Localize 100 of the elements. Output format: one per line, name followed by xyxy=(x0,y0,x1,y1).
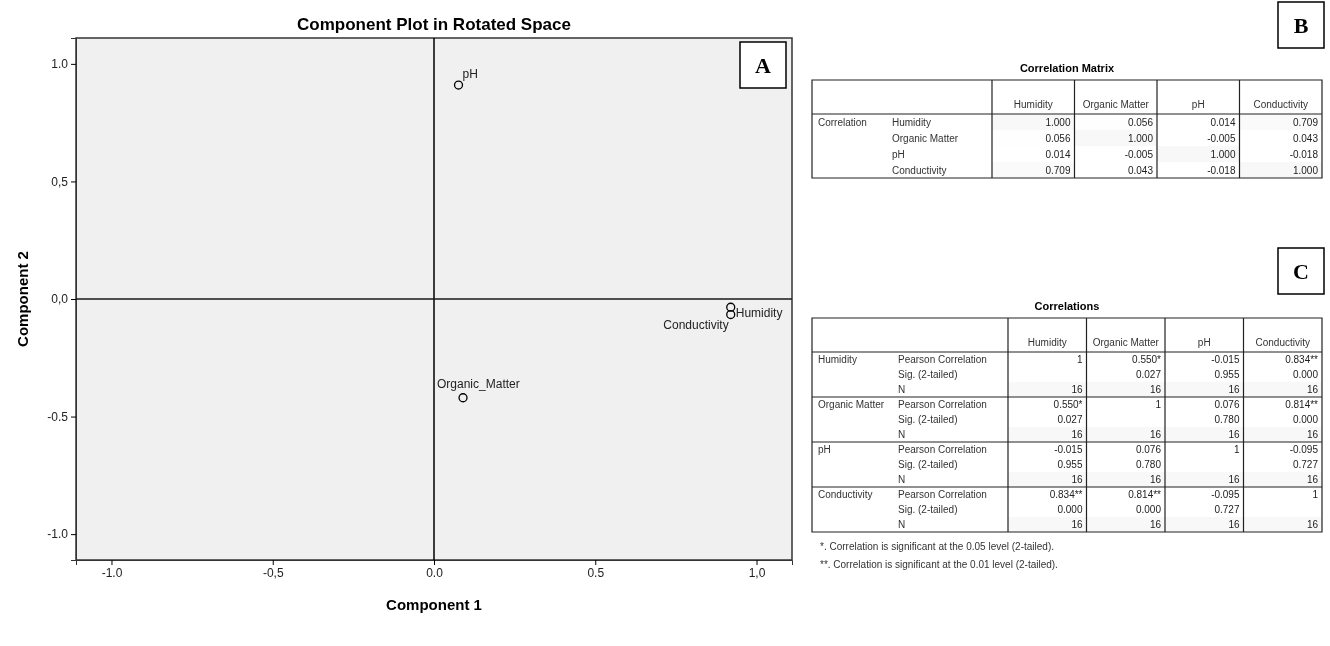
x-tick-label: pH xyxy=(1197,337,1211,348)
y2-tick-label: Organic Matter xyxy=(818,399,885,410)
data-label: 0.780 xyxy=(1214,414,1240,425)
x-tick-label: Organic Matter xyxy=(1082,99,1150,110)
data-label: -0.018 xyxy=(1289,149,1319,160)
y-tick-label: Humidity xyxy=(892,117,931,128)
data-label: 16 xyxy=(1228,384,1240,395)
data-label: 0.076 xyxy=(1214,399,1240,410)
data-label: 0.550* xyxy=(1132,354,1162,365)
data-label: 0.709 xyxy=(1292,117,1319,128)
data-label: 0.000 xyxy=(1057,504,1083,515)
data-label: 16 xyxy=(1071,429,1083,440)
x-axis-title: Component 1 xyxy=(386,596,482,613)
data-label: 0.056 xyxy=(1127,117,1154,128)
text: *. Correlation is significant at the 0.05 level (2-tailed). xyxy=(820,541,1055,552)
y-tick-label: pH xyxy=(892,149,905,160)
data-label: 16 xyxy=(1228,519,1240,530)
data-label: 16 xyxy=(1071,474,1083,485)
data-label: 16 xyxy=(1306,384,1319,395)
data-label: -0.095 xyxy=(1211,489,1240,500)
data-label: 16 xyxy=(1306,474,1319,485)
y-tick-label: Conductivity xyxy=(892,165,947,176)
y-tick-label: -0.5 xyxy=(47,409,69,424)
y-tick-label: N xyxy=(898,384,906,395)
y-tick-label: Pearson Correlation xyxy=(898,489,987,500)
data-label: 0.780 xyxy=(1135,459,1162,470)
chart-title: Correlations xyxy=(1034,300,1100,312)
data-label: -0.015 xyxy=(1211,354,1240,365)
data-label: 0.834** xyxy=(1049,489,1083,500)
y2-tick-label: pH xyxy=(818,444,831,455)
y-tick-label: N xyxy=(898,429,906,440)
point xyxy=(726,302,736,312)
data-label: 1 xyxy=(1233,444,1240,455)
annotation: A xyxy=(755,53,772,78)
data-label: 1.000 xyxy=(1210,149,1236,160)
point xyxy=(726,309,736,320)
data-label: 0.027 xyxy=(1057,414,1083,425)
x-tick-label: 0.0 xyxy=(426,565,444,580)
y-axis-title: Correlation xyxy=(818,117,867,128)
data-label: 0.043 xyxy=(1292,133,1319,144)
data-label: -0.005 xyxy=(1207,133,1236,144)
data-label: 16 xyxy=(1228,429,1240,440)
y-tick-label: Sig. (2-tailed) xyxy=(898,504,958,515)
data-label: 0.550* xyxy=(1053,399,1083,410)
x-tick-label: -0,5 xyxy=(262,565,284,580)
data-label: -0.015 xyxy=(1054,444,1083,455)
y-tick-label: Sig. (2-tailed) xyxy=(898,414,958,425)
data-label: 1 xyxy=(1155,399,1162,410)
x-tick-label: Conductivity xyxy=(1255,337,1310,348)
annotation: Humidity xyxy=(735,306,783,321)
data-label: 16 xyxy=(1149,519,1162,530)
data-label: 0.709 xyxy=(1045,165,1071,176)
point xyxy=(453,80,464,90)
data-label: 16 xyxy=(1306,429,1319,440)
y2-tick-label: Humidity xyxy=(818,354,857,365)
text: B xyxy=(1293,13,1309,38)
y-tick-label: N xyxy=(898,519,906,530)
data-label: 16 xyxy=(1228,474,1240,485)
annotation: Conductivity xyxy=(663,317,729,332)
data-label: -0.018 xyxy=(1207,165,1236,176)
data-label: 16 xyxy=(1149,384,1162,395)
y-tick-label: 0,0 xyxy=(51,292,69,307)
y-tick-label: 0,5 xyxy=(51,174,69,189)
data-label: 1 xyxy=(1312,489,1319,500)
text: **. Correlation is significant at the 0.01 level (2-tailed). xyxy=(820,559,1058,570)
data-label: 0.027 xyxy=(1135,369,1162,380)
chart-title: Correlation Matrix xyxy=(1019,62,1115,74)
data-label: -0.005 xyxy=(1124,149,1154,160)
y-tick-label: N xyxy=(898,474,906,485)
data-label: 0.056 xyxy=(1045,133,1071,144)
x-tick-label: Humidity xyxy=(1013,99,1053,110)
data-label: 0.727 xyxy=(1214,504,1240,515)
data-label: 0.014 xyxy=(1045,149,1071,160)
y-tick-label: -1.0 xyxy=(47,527,69,542)
data-label: 1.000 xyxy=(1045,117,1071,128)
y-tick-label: Pearson Correlation xyxy=(898,444,987,455)
data-label: 0.000 xyxy=(1292,414,1319,425)
data-label: 16 xyxy=(1071,384,1083,395)
x-tick-label: Conductivity xyxy=(1253,99,1308,110)
annotation: Organic_Matter xyxy=(437,376,520,391)
x-tick-label: 1,0 xyxy=(748,565,766,580)
data-label: 0.000 xyxy=(1292,369,1319,380)
x-tick-label: -1.0 xyxy=(101,565,123,580)
x-tick-label: Organic Matter xyxy=(1092,337,1160,348)
chart-title: Component Plot in Rotated Space xyxy=(297,15,571,34)
x-tick-label: 0.5 xyxy=(587,565,605,580)
data-label: -0.095 xyxy=(1289,444,1319,455)
data-label: 16 xyxy=(1149,429,1162,440)
data-label: 0.014 xyxy=(1210,117,1236,128)
data-label: 0.834** xyxy=(1285,354,1319,365)
data-label: 0.727 xyxy=(1292,459,1319,470)
data-label: 0.814** xyxy=(1128,489,1162,500)
y-tick-label: Sig. (2-tailed) xyxy=(898,369,958,380)
data-label: 1.000 xyxy=(1292,165,1319,176)
text: C xyxy=(1293,259,1309,284)
y-tick-label: Sig. (2-tailed) xyxy=(898,459,958,470)
y-tick-label: 1.0 xyxy=(51,57,69,72)
point xyxy=(458,393,468,403)
data-label: 0.814** xyxy=(1285,399,1319,410)
data-label: 16 xyxy=(1306,519,1319,530)
